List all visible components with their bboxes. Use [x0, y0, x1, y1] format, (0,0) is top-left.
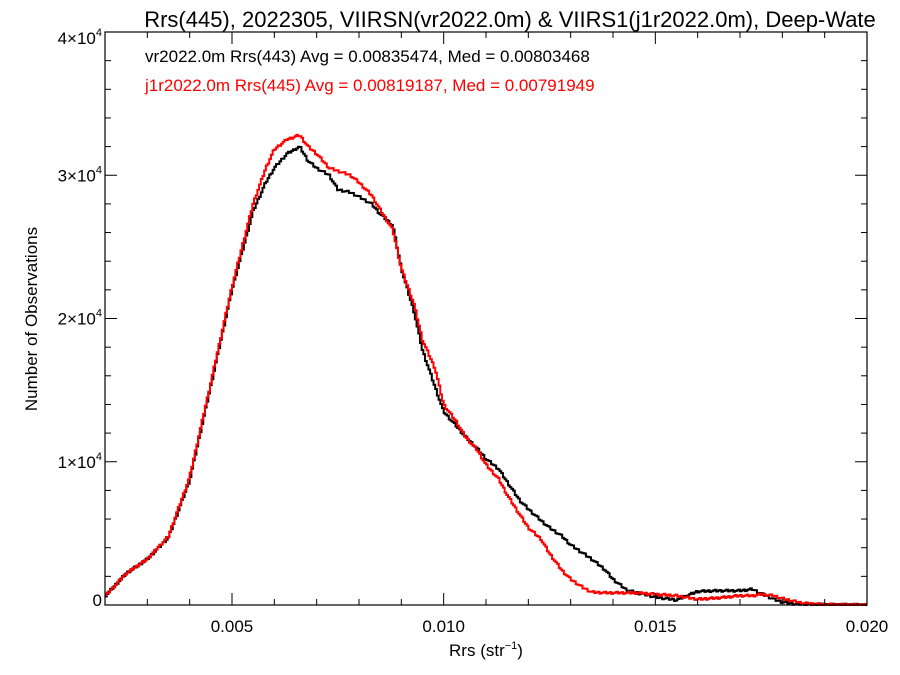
legend-entry-vr2022: vr2022.0m Rrs(443) Avg = 0.00835474, Med…	[145, 47, 590, 66]
y-tick-label: 3×104	[58, 164, 102, 185]
legend-entry-j1r2022: j1r2022.0m Rrs(445) Avg = 0.00819187, Me…	[144, 76, 595, 95]
x-tick-label: 0.020	[846, 617, 889, 636]
x-axis-label-main: Rrs (str	[449, 641, 505, 660]
x-axis-label-exponent: −1	[505, 640, 518, 652]
x-tick-label: 0.010	[422, 617, 465, 636]
plot-frame	[104, 31, 868, 606]
y-tick-label: 0	[93, 591, 102, 610]
x-tick-label: 0.015	[634, 617, 677, 636]
y-axis-label: Number of Observations	[22, 227, 41, 411]
series-line-vr2022	[105, 145, 867, 606]
y-tick-label: 2×104	[58, 308, 102, 329]
series-layer	[105, 133, 867, 606]
y-tick-label: 4×104	[58, 27, 102, 48]
y-tick-label: 1×104	[58, 451, 102, 472]
chart-title: Rrs(445), 2022305, VIIRSN(vr2022.0m) & V…	[144, 7, 876, 32]
x-axis-label: Rrs (str−1)	[449, 640, 523, 660]
x-tick-label: 0.005	[211, 617, 254, 636]
x-tick-labels: 0.005 0.010 0.015 0.020	[211, 617, 889, 636]
series-line-j1r2022	[105, 133, 867, 606]
x-axis-label-close: )	[517, 641, 523, 660]
y-tick-labels: 0 1×104 2×104 3×104 4×104	[58, 27, 102, 610]
